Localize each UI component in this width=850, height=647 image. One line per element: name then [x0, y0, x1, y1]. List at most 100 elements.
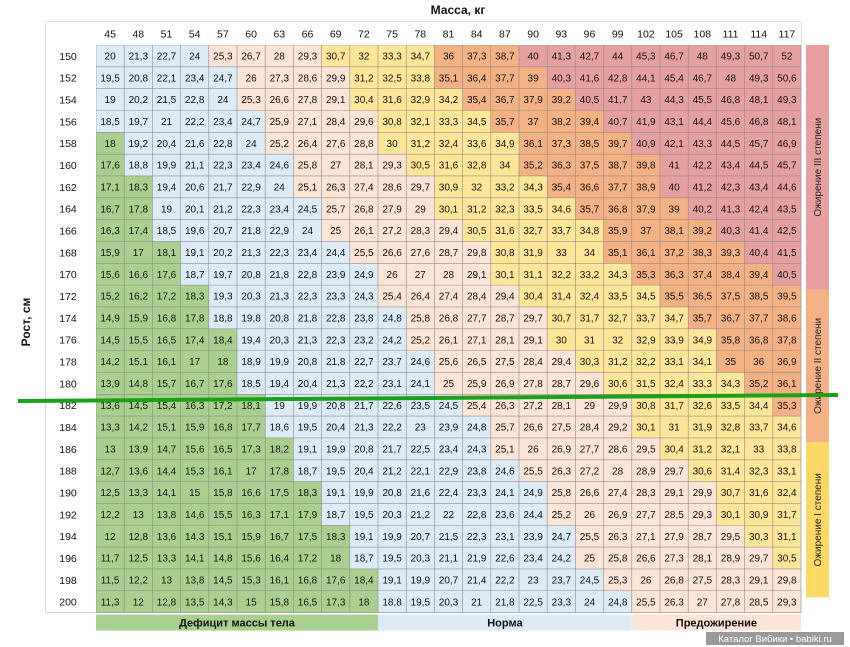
bmi-cell-bg: [716, 45, 745, 67]
bmi-cell-bg: [180, 285, 209, 307]
bmi-cell-value: 15: [246, 597, 258, 608]
bmi-cell-bg: [265, 154, 294, 176]
bmi-cell-bg: [96, 372, 125, 395]
bmi-cell-value: 30,6: [693, 466, 713, 477]
bmi-cell-value: 27,3: [664, 554, 684, 565]
bmi-cell-bg: [152, 481, 181, 504]
bmi-cell-value: 22,5: [523, 597, 543, 608]
bmi-cell-value: 14,3: [213, 597, 233, 608]
bmi-cell-value: 45,3: [636, 52, 656, 63]
bmi-cell-bg: [519, 459, 548, 482]
bmi-cell-value: 23,4: [298, 248, 318, 259]
bmi-cell-value: 25,3: [213, 52, 233, 63]
bmi-cell-value: 21,3: [354, 423, 374, 434]
bmi-cell-bg: [237, 590, 266, 613]
bmi-cell-value: 22,9: [241, 182, 261, 193]
bmi-cell-value: 29,7: [523, 313, 543, 324]
bmi-cell-bg: [519, 110, 548, 133]
bmi-cell-value: 12,8: [157, 597, 177, 608]
bmi-cell-bg: [152, 132, 181, 155]
bmi-cell-bg: [293, 175, 322, 198]
bmi-cell-bg: [378, 132, 407, 155]
bmi-cell-value: 31,6: [749, 488, 769, 499]
bmi-cell-bg: [293, 503, 322, 526]
bmi-cell-value: 23,9: [523, 532, 543, 543]
bmi-cell-value: 38,7: [495, 52, 515, 63]
bmi-cell-bg: [631, 241, 660, 264]
bmi-cell-value: 29,1: [749, 575, 769, 586]
bmi-cell-value: 26: [246, 73, 258, 84]
bmi-cell-bg: [631, 437, 660, 460]
bmi-cell-value: 21,1: [185, 161, 205, 172]
bmi-cell-bg: [603, 525, 632, 548]
bmi-cell-value: 23,2: [354, 335, 374, 346]
bmi-cell-bg: [490, 372, 519, 395]
height-tick-label: 168: [59, 247, 77, 259]
bmi-cell-bg: [180, 372, 209, 395]
bmi-cell-value: 19,7: [213, 270, 233, 281]
bmi-cell-bg: [716, 263, 745, 286]
bmi-cell-bg: [490, 45, 519, 67]
bmi-cell-value: 25,7: [495, 423, 515, 434]
bmi-cell-value: 21,2: [382, 466, 402, 477]
bmi-cell-bg: [462, 568, 491, 591]
bmi-cell-bg: [519, 197, 548, 220]
bmi-cell-bg: [575, 66, 604, 89]
bmi-cell-bg: [237, 66, 266, 89]
bmi-cell-bg: [744, 525, 773, 548]
bmi-cell-value: 22,3: [241, 204, 261, 215]
bmi-cell-value: 25,4: [467, 401, 487, 412]
bmi-cell-value: 21,3: [270, 292, 290, 303]
bmi-cell-value: 50,6: [777, 73, 797, 84]
bmi-cell-bg: [378, 45, 407, 67]
bmi-cell-value: 25,8: [552, 488, 572, 499]
bmi-cell-bg: [152, 590, 181, 613]
bmi-cell-value: 15,2: [100, 292, 120, 303]
bmi-cell-value: 22,8: [185, 95, 205, 106]
bmi-cell-bg: [378, 110, 407, 133]
bmi-cell-value: 30,7: [721, 488, 741, 499]
bmi-cell-bg: [772, 285, 801, 307]
bmi-cell-bg: [688, 328, 717, 351]
bmi-cell-bg: [772, 568, 801, 591]
bmi-cell-value: 27,1: [298, 117, 318, 128]
bmi-cell-bg: [349, 503, 378, 526]
bmi-cell-bg: [462, 132, 491, 155]
bmi-cell-value: 13,3: [100, 423, 120, 434]
height-tick-label: 178: [59, 357, 77, 369]
bmi-cell-bg: [772, 306, 801, 329]
bmi-cell-value: 19,5: [100, 73, 120, 84]
bmi-cell-bg: [462, 372, 491, 395]
bmi-cell-bg: [180, 306, 209, 329]
bmi-cell-value: 16,7: [100, 204, 120, 215]
bmi-cell-value: 15,9: [241, 532, 261, 543]
bmi-cell-value: 24,2: [382, 335, 402, 346]
bmi-cell-value: 22,4: [439, 488, 459, 499]
bmi-cell-value: 22,8: [326, 313, 346, 324]
bmi-cell-value: 15,7: [157, 379, 177, 390]
bmi-cell-bg: [321, 306, 350, 329]
bmi-cell-bg: [406, 372, 435, 395]
bmi-cell-value: 15,9: [129, 313, 149, 324]
bmi-cell-value: 14,9: [100, 313, 120, 324]
bmi-cell-bg: [293, 416, 322, 438]
bmi-cell-value: 22,3: [213, 161, 233, 172]
bmi-cell-value: 37: [528, 117, 540, 128]
bmi-cell-value: 33,1: [664, 357, 684, 368]
bmi-cell-bg: [519, 263, 548, 286]
bmi-cell-value: 38,2: [552, 117, 572, 128]
bmi-cell-bg: [631, 394, 660, 417]
bmi-cell-bg: [631, 459, 660, 482]
bmi-cell-bg: [631, 88, 660, 111]
bmi-cell-bg: [688, 416, 717, 438]
bmi-cell-bg: [378, 590, 407, 613]
bmi-cell-value: 25,5: [580, 532, 600, 543]
bmi-cell-bg: [660, 481, 689, 504]
bmi-cell-bg: [237, 525, 266, 548]
bmi-cell-bg: [434, 219, 463, 242]
bmi-cell-value: 28,4: [326, 117, 346, 128]
bmi-cell-bg: [547, 175, 576, 198]
bmi-cell-bg: [462, 263, 491, 286]
bmi-cell-bg: [660, 372, 689, 395]
bmi-cell-bg: [744, 481, 773, 504]
